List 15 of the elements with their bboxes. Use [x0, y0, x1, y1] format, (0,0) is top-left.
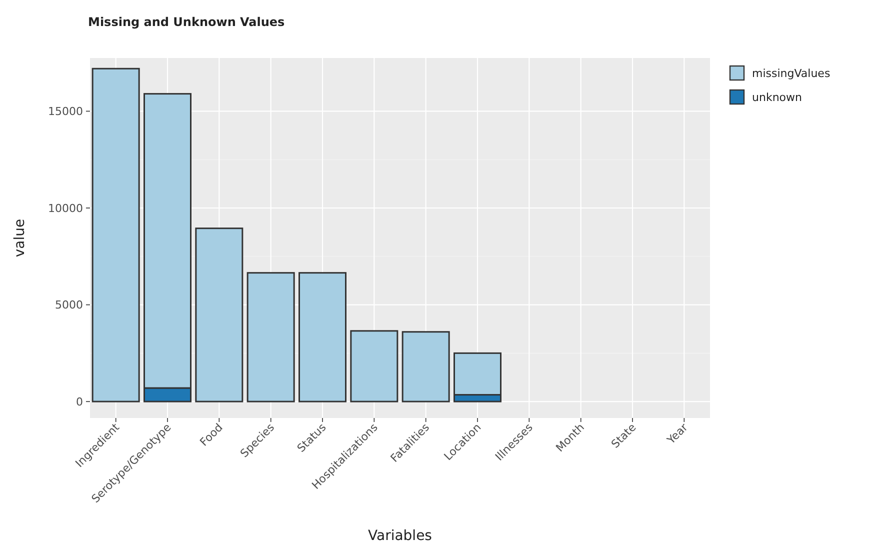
x-axis-title: Variables: [368, 528, 432, 544]
y-tick-label: 0: [76, 395, 83, 408]
y-axis-title: value: [12, 218, 28, 258]
bar: [402, 331, 450, 402]
chart-title: Missing and Unknown Values: [88, 15, 285, 29]
bar: [246, 272, 295, 402]
bar: [350, 330, 398, 402]
y-tick-label: 5000: [55, 298, 83, 312]
bar: [298, 272, 346, 402]
legend-label: missingValues: [752, 66, 830, 80]
legend-label: unknown: [752, 90, 802, 104]
y-tick-label: 15000: [48, 105, 83, 118]
bar: [195, 228, 244, 402]
y-tick-label: 10000: [48, 202, 83, 215]
bar: [92, 68, 140, 402]
